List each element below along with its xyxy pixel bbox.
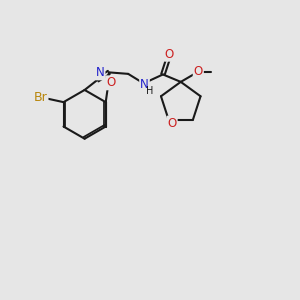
Text: O: O (106, 76, 115, 89)
Text: N: N (96, 66, 104, 80)
Text: H: H (146, 86, 154, 96)
Text: Br: Br (34, 91, 47, 103)
Text: O: O (194, 65, 203, 78)
Text: N: N (140, 78, 149, 91)
Text: O: O (165, 48, 174, 61)
Text: O: O (167, 117, 177, 130)
